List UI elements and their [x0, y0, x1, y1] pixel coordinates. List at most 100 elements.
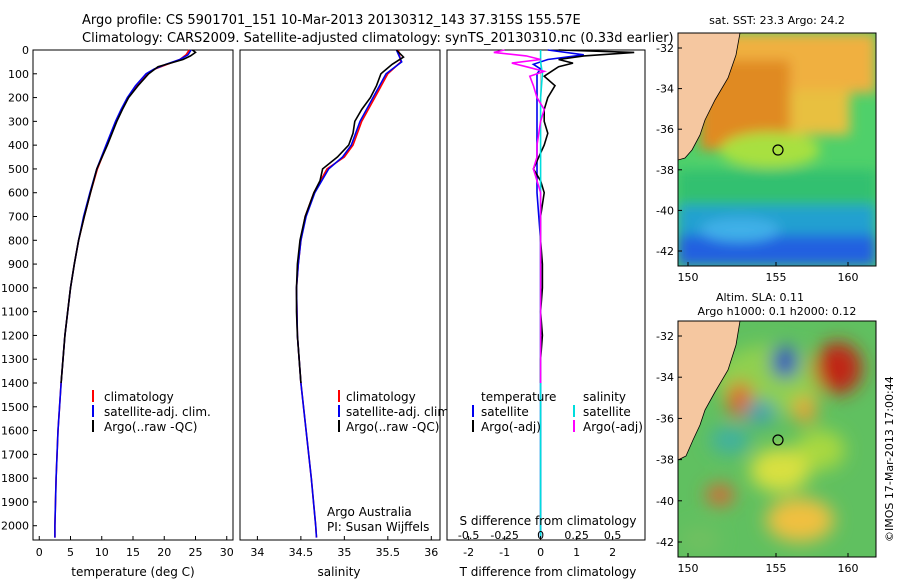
difference-axes-box: [446, 49, 646, 541]
argo-position-marker: [772, 434, 784, 446]
difference-marks: [493, 49, 635, 540]
legend-swatch-argo: [338, 420, 340, 432]
sla-map-title-2: Argo h1000: 0.1 h2000: 0.12: [698, 305, 857, 318]
map-y-tick-label: -34: [656, 371, 674, 384]
legend-swatch-satellite: [92, 405, 94, 417]
map-x-tick-label: 155: [766, 271, 787, 284]
legend-swatch-climatology: [338, 390, 340, 402]
y-tick-label: 800: [8, 234, 29, 247]
x-tick-label: 0: [537, 546, 544, 559]
salinity-x-ticks: 34 34.5 35 35.5 36: [250, 536, 438, 559]
legend-label-sal-satellite: satellite: [583, 405, 631, 419]
y-tick-label: 1800: [1, 472, 29, 485]
map-y-tick-label: -38: [656, 164, 674, 177]
sla-map-field: [678, 321, 876, 557]
x-tick-label: -2: [463, 546, 474, 559]
legend-label-satellite: satellite-adj. clim.: [346, 405, 453, 419]
legend-label-climatology: climatology: [104, 390, 174, 404]
x-tick-label: 35.5: [376, 546, 401, 559]
sst-map: sat. SST: 23.3 Argo: 24.2 -32 -34 -36 -38: [656, 14, 877, 284]
map-x-tick-label: 155: [766, 562, 787, 575]
y-tick-label: 500: [8, 163, 29, 176]
temperature-panel: 0100200300400500600700800900100011001200…: [1, 44, 234, 579]
sla-map-x-ticks: 150 155 160: [678, 553, 859, 575]
sst-map-y-ticks: -32 -34 -36 -38 -40 -42: [656, 42, 682, 258]
x-tick-label: 30: [220, 546, 234, 559]
sst-map-frame: [677, 32, 877, 267]
s-tick-label: -0.25: [490, 529, 518, 542]
s-tick-label: -0.5: [458, 529, 479, 542]
series-line-argo-raw-qc: [295, 49, 405, 384]
y-tick-label: 200: [8, 92, 29, 105]
y-tick-label: 1100: [1, 306, 29, 319]
series-line-temperature-argo-adj: [532, 49, 635, 383]
map-x-tick-label: 150: [678, 271, 699, 284]
x-tick-label: 34: [250, 546, 264, 559]
sst-map-field: [678, 33, 876, 266]
map-y-tick-label: -36: [656, 412, 674, 425]
imos-credit: ©IMOS 17-Mar-2013 17:00:44: [883, 376, 896, 542]
legend-swatch-climatology: [92, 390, 94, 402]
legend-label-sal-argo: Argo(-adj): [583, 420, 643, 434]
x-tick-label: 20: [157, 546, 171, 559]
difference-panel: -2 -1 0 1 2 -0.5 -0.25 0 0.25 0.5 S difference fr…: [446, 49, 646, 579]
y-tick-label: 1600: [1, 425, 29, 438]
legend-swatch-sal-satellite: [573, 405, 575, 417]
x-tick-label: -1: [499, 546, 510, 559]
y-tick-label: 400: [8, 139, 29, 152]
sst-map-title: sat. SST: 23.3 Argo: 24.2: [709, 14, 845, 27]
x-tick-label: 10: [95, 546, 109, 559]
legend-label-climatology: climatology: [346, 390, 416, 404]
sla-map-y-ticks: -32 -34 -36 -38 -40 -42: [656, 330, 682, 549]
s-tick-label: 0: [537, 529, 544, 542]
map-y-tick-label: -34: [656, 83, 674, 96]
legend-swatch-satellite: [338, 405, 340, 417]
map-y-tick-label: -42: [656, 245, 674, 258]
map-y-tick-label: -32: [656, 42, 674, 55]
header-line-1: Argo profile: CS 5901701_151 10-Mar-2013…: [82, 13, 581, 28]
temperature-axes-box: [32, 49, 234, 541]
x-tick-label: 25: [189, 546, 203, 559]
y-tick-label: 1700: [1, 448, 29, 461]
legend-label-argo: Argo(..raw -QC): [104, 420, 197, 434]
sst-map-x-ticks: 150 155 160: [678, 262, 859, 284]
map-y-tick-label: -32: [656, 330, 674, 343]
y-tick-label: 1900: [1, 496, 29, 509]
sla-map: Altim. SLA: 0.11 Argo h1000: 0.1 h2000: …: [656, 291, 877, 575]
y-tick-label: 0: [22, 44, 29, 57]
map-x-tick-label: 150: [678, 562, 699, 575]
map-x-tick-label: 160: [838, 562, 859, 575]
annotation-pi: PI: Susan Wijffels: [327, 520, 429, 534]
y-tick-label: 1300: [1, 353, 29, 366]
x-tick-label: 35: [337, 546, 351, 559]
y-tick-label: 1200: [1, 329, 29, 342]
map-y-tick-label: -40: [656, 495, 674, 508]
y-tick-label: 100: [8, 68, 29, 81]
map-y-tick-label: -36: [656, 123, 674, 136]
difference-x-label-top: S difference from climatology: [460, 514, 637, 528]
sla-map-frame: [677, 320, 877, 558]
x-tick-label: 1: [573, 546, 580, 559]
legend-label-temp-satellite: satellite: [481, 405, 529, 419]
x-tick-label: 34.5: [289, 546, 314, 559]
x-tick-label: 36: [424, 546, 438, 559]
map-x-tick-label: 160: [838, 271, 859, 284]
y-tick-label: 1400: [1, 377, 29, 390]
salinity-legend: climatology satellite-adj. clim. Argo(..…: [338, 390, 453, 434]
y-tick-label: 1000: [1, 282, 29, 295]
difference-x-label: T difference from climatology: [459, 565, 637, 579]
salinity-x-label: salinity: [317, 565, 360, 579]
temperature-x-label: temperature (deg C): [71, 565, 194, 579]
header-line-2: Climatology: CARS2009. Satellite-adjuste…: [82, 31, 674, 46]
map-y-tick-label: -38: [656, 454, 674, 467]
x-tick-label: 0: [36, 546, 43, 559]
legend-swatch-temp-argo: [472, 420, 474, 432]
s-tick-label: 0.25: [564, 529, 589, 542]
legend-title-temperature: temperature: [481, 390, 556, 404]
legend-swatch-argo: [92, 420, 94, 432]
salinity-panel: 34 34.5 35 35.5 36 salinity climatology sate…: [239, 49, 453, 579]
y-tick-label: 900: [8, 258, 29, 271]
annotation-argo-australia: Argo Australia: [327, 505, 412, 519]
y-tick-label: 600: [8, 187, 29, 200]
